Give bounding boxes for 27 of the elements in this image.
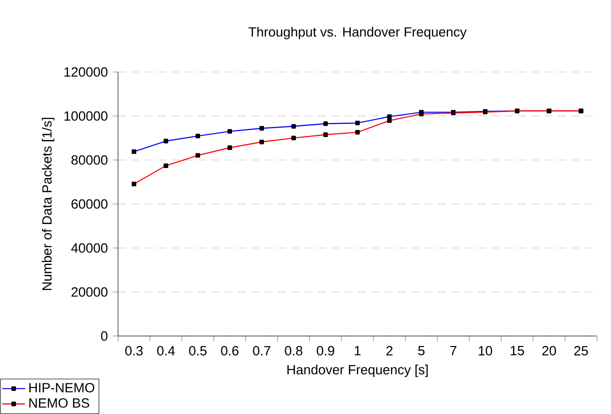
- x-tick-label: 2: [386, 346, 392, 356]
- x-tick-label: 7: [450, 346, 456, 356]
- x-tick-label: 1: [354, 346, 361, 356]
- y-tick-label: 40000: [71, 243, 108, 253]
- x-axis-title: Handover Frequency [s]: [287, 364, 428, 378]
- y-tick-label: 120000: [64, 67, 108, 77]
- x-tick-label: 0.5: [189, 346, 207, 356]
- y-tick-label: 100000: [64, 111, 108, 121]
- x-tick-label: 0.3: [125, 346, 143, 356]
- x-tick-label: 5: [418, 346, 425, 356]
- legend-label: NEMO BS: [29, 398, 90, 408]
- legend-label: HIP-NEMO: [29, 382, 94, 392]
- x-tick-label: 25: [574, 346, 588, 356]
- y-tick-label: 80000: [71, 155, 108, 165]
- x-tick-label: 20: [542, 346, 556, 356]
- x-tick-label: 0.8: [284, 346, 302, 356]
- chart-title: Throughput vs. Handover Frequency: [248, 26, 467, 40]
- x-tick-label: 0.4: [157, 346, 175, 356]
- x-tick-label: 10: [478, 346, 492, 356]
- y-axis-title: Number of Data Packets [1/s]: [42, 118, 54, 290]
- y-tick-label: 20000: [72, 287, 108, 297]
- x-tick-label: 0.9: [316, 346, 334, 356]
- y-tick-label: 0: [101, 331, 108, 341]
- x-tick-label: 15: [510, 346, 524, 356]
- x-tick-label: 0.6: [221, 346, 238, 356]
- x-tick-label: 0.7: [252, 346, 270, 356]
- y-tick-label: 60000: [72, 199, 108, 209]
